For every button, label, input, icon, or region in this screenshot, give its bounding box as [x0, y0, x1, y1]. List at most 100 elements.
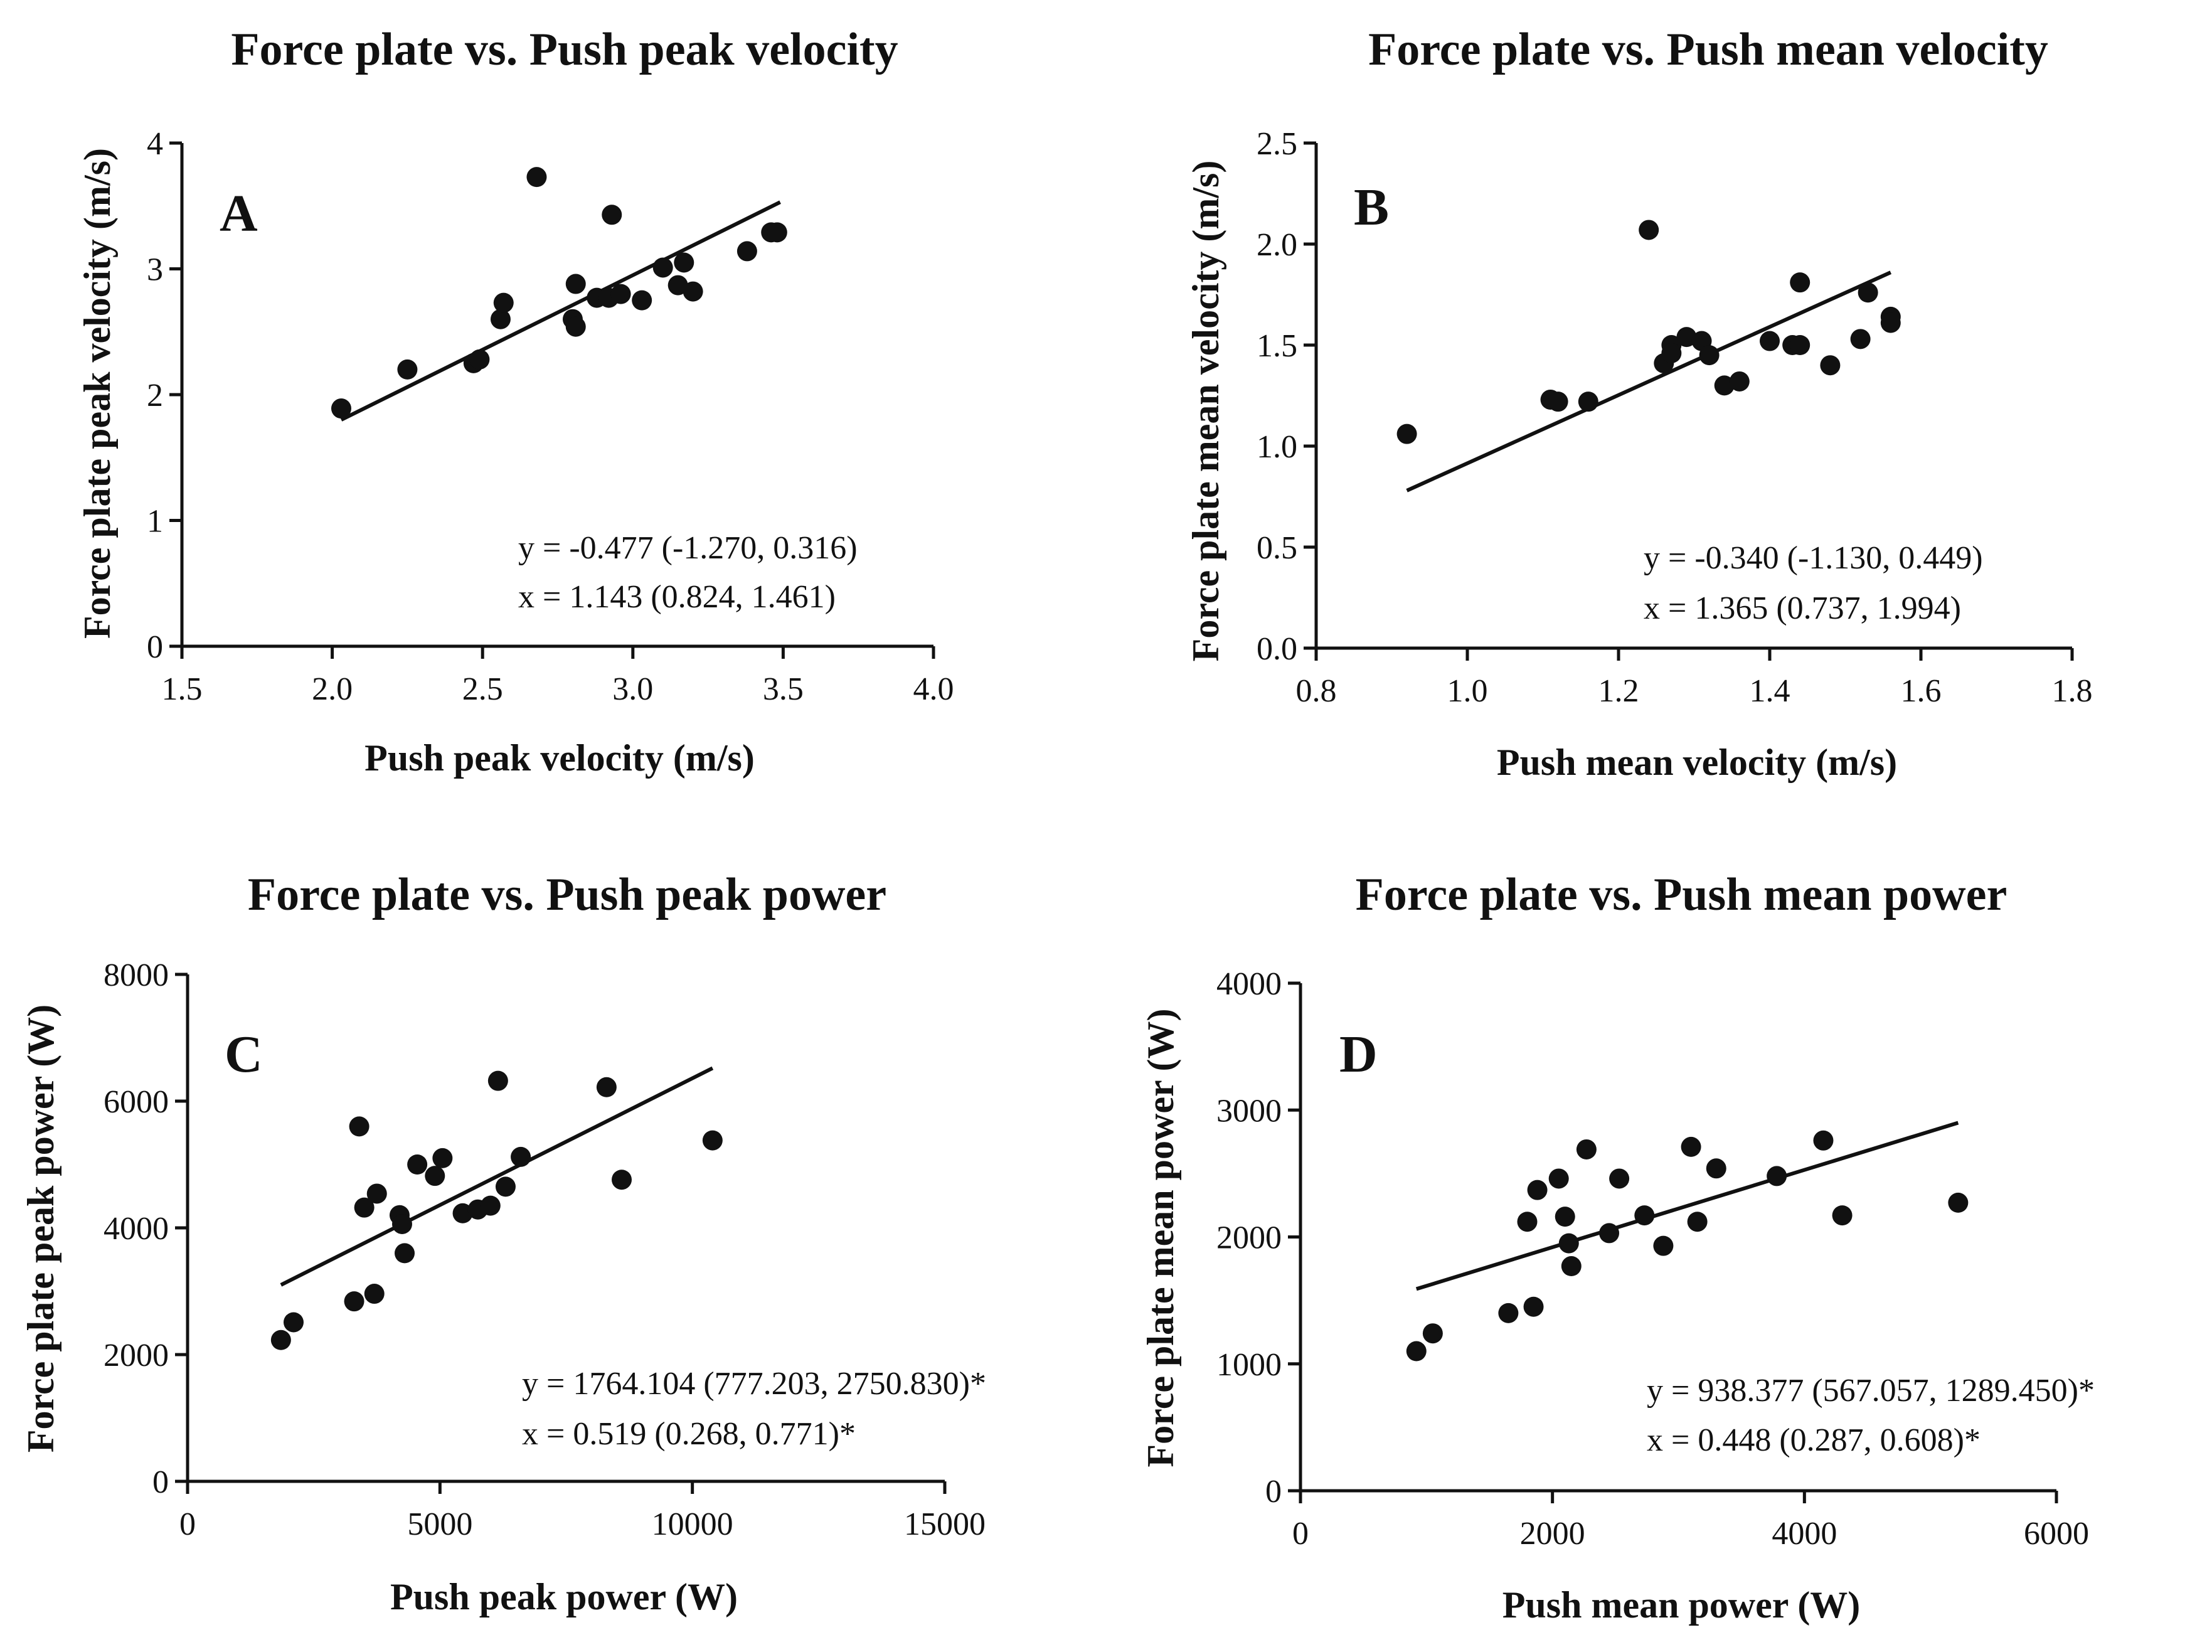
x-tick-label: 15000: [904, 1506, 986, 1542]
data-point: [1578, 392, 1598, 412]
data-point: [270, 1330, 291, 1350]
data-point: [1729, 371, 1750, 392]
data-point: [425, 1166, 445, 1186]
y-axis-label: Force plate mean velocity (m/s): [1185, 161, 1226, 662]
data-point: [283, 1312, 304, 1333]
y-axis-label: Force plate peak power (W): [20, 1005, 61, 1452]
data-point: [1406, 1341, 1427, 1362]
data-point: [526, 167, 547, 188]
data-point: [493, 292, 514, 313]
y-tick-label: 2000: [1216, 1220, 1282, 1256]
data-point: [1561, 1256, 1582, 1277]
data-point: [1880, 312, 1901, 333]
data-point: [1558, 1233, 1579, 1254]
data-point: [565, 274, 586, 294]
data-point: [1653, 1235, 1674, 1256]
panel-a: Force plate vs. Push peak velocity A Pus…: [77, 24, 954, 779]
data-point: [1687, 1212, 1708, 1232]
y-tick-label: 4000: [104, 1211, 169, 1247]
data-point: [397, 359, 418, 380]
panel-d: Force plate vs. Push mean power D Push m…: [1140, 869, 2095, 1626]
y-tick-label: 2.5: [1257, 126, 1297, 162]
x-tick-label: 6000: [2024, 1516, 2089, 1552]
data-point: [1548, 392, 1568, 412]
data-point: [432, 1148, 453, 1168]
y-tick-label: 0.0: [1257, 631, 1297, 667]
y-tick-label: 0: [1265, 1474, 1282, 1510]
data-point: [1790, 272, 1811, 293]
data-point: [1527, 1180, 1548, 1200]
data-point: [1699, 345, 1720, 366]
x-tick-label: 1.0: [1447, 673, 1488, 709]
data-point: [1714, 375, 1735, 396]
data-point: [1639, 220, 1659, 240]
panel-letter: D: [1339, 1025, 1378, 1084]
data-point: [767, 222, 787, 243]
data-point: [480, 1195, 501, 1216]
x-tick-label: 1.6: [1901, 673, 1942, 709]
x-tick-label: 0: [1292, 1516, 1309, 1552]
data-point: [1517, 1212, 1538, 1232]
data-point: [1760, 331, 1780, 351]
panel-letter: C: [225, 1025, 263, 1084]
data-point: [495, 1176, 516, 1197]
data-point: [1422, 1323, 1443, 1344]
y-tick-label: 0: [152, 1464, 169, 1500]
regression-line: [280, 1066, 714, 1287]
x-axis-label: Push peak power (W): [390, 1576, 738, 1617]
data-point: [1858, 282, 1878, 303]
x-axis-label: Push mean velocity (m/s): [1497, 742, 1897, 783]
data-point: [652, 257, 673, 278]
data-point: [1396, 424, 1417, 444]
data-point: [1498, 1303, 1519, 1323]
y-tick-label: 1.0: [1257, 429, 1297, 465]
data-point: [610, 284, 631, 304]
x-axis-label: Push mean power (W): [1502, 1584, 1861, 1626]
data-point: [1548, 1168, 1569, 1189]
data-point: [354, 1197, 375, 1218]
chart-title: Force plate vs. Push mean power: [1356, 869, 2007, 920]
x-tick-label: 4.0: [913, 671, 954, 707]
equation-line-y: y = -0.477 (-1.270, 0.316): [518, 530, 858, 566]
data-point: [366, 1183, 387, 1204]
x-tick-label: 1.5: [162, 671, 203, 707]
x-tick-label: 10000: [652, 1506, 733, 1542]
data-point: [674, 252, 694, 273]
data-point: [1676, 327, 1697, 348]
y-tick-label: 6000: [104, 1084, 169, 1120]
regression-line: [1415, 1121, 1959, 1291]
regression-line: [340, 200, 781, 422]
data-point: [1790, 335, 1811, 355]
y-tick-label: 1000: [1216, 1347, 1282, 1383]
y-tick-label: 8000: [104, 957, 169, 993]
data-point: [407, 1154, 428, 1175]
data-point: [683, 281, 703, 302]
equation-line-x: x = 0.448 (0.287, 0.608)*: [1647, 1422, 1981, 1458]
chart-title: Force plate vs. Push peak power: [248, 869, 886, 920]
x-tick-label: 2.0: [312, 671, 353, 707]
data-point: [1820, 355, 1841, 376]
equation-line-y: y = 1764.104 (777.203, 2750.830)*: [522, 1366, 986, 1402]
data-point: [632, 290, 652, 311]
data-point: [395, 1243, 415, 1264]
x-tick-label: 5000: [407, 1506, 472, 1542]
y-axis-label: Force plate mean power (W): [1140, 1009, 1181, 1468]
y-axis-label: Force plate peak velocity (m/s): [77, 148, 118, 639]
panel-letter: B: [1354, 178, 1389, 237]
data-point: [1609, 1168, 1630, 1189]
y-tick-label: 0: [147, 629, 163, 665]
data-point: [469, 349, 490, 370]
x-tick-label: 2.5: [462, 671, 503, 707]
y-tick-label: 1: [147, 504, 163, 540]
x-tick-label: 4000: [1772, 1516, 1837, 1552]
x-tick-label: 1.4: [1750, 673, 1790, 709]
data-point: [736, 241, 757, 262]
equation-line-y: y = -0.340 (-1.130, 0.449): [1644, 540, 1983, 576]
data-point: [1599, 1223, 1620, 1244]
panel-b: Force plate vs. Push mean velocity B Pus…: [1185, 24, 2093, 783]
data-point: [1555, 1207, 1575, 1227]
x-tick-label: 1.2: [1598, 673, 1639, 709]
panel-c: Force plate vs. Push peak power C Push p…: [20, 869, 986, 1617]
data-point: [1948, 1192, 1969, 1213]
equation-line-x: x = 1.143 (0.824, 1.461): [518, 579, 836, 615]
